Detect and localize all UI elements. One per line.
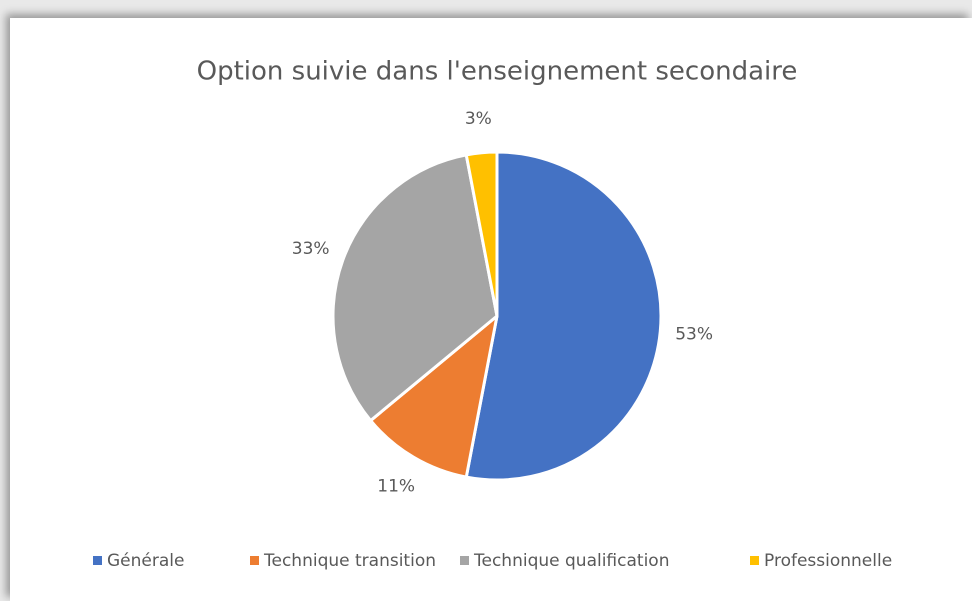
legend-label: Technique transition [263, 551, 436, 571]
data-label: 3% [465, 109, 492, 129]
legend-swatch [750, 556, 759, 565]
chart-title: Option suivie dans l'enseignement second… [197, 57, 798, 87]
data-label: 33% [292, 239, 330, 259]
legend-swatch [250, 556, 259, 565]
legend-label: Générale [107, 551, 184, 571]
legend-swatch [93, 556, 102, 565]
legend-swatch [460, 556, 469, 565]
pie-slice [464, 150, 663, 482]
pie-slice [369, 314, 499, 479]
legend-label: Technique qualification [473, 551, 669, 571]
data-label: 11% [377, 476, 415, 496]
legend-label: Professionnelle [764, 551, 892, 571]
pie-slice [464, 150, 499, 318]
data-label: 53% [675, 325, 713, 345]
pie-slice [331, 153, 499, 423]
